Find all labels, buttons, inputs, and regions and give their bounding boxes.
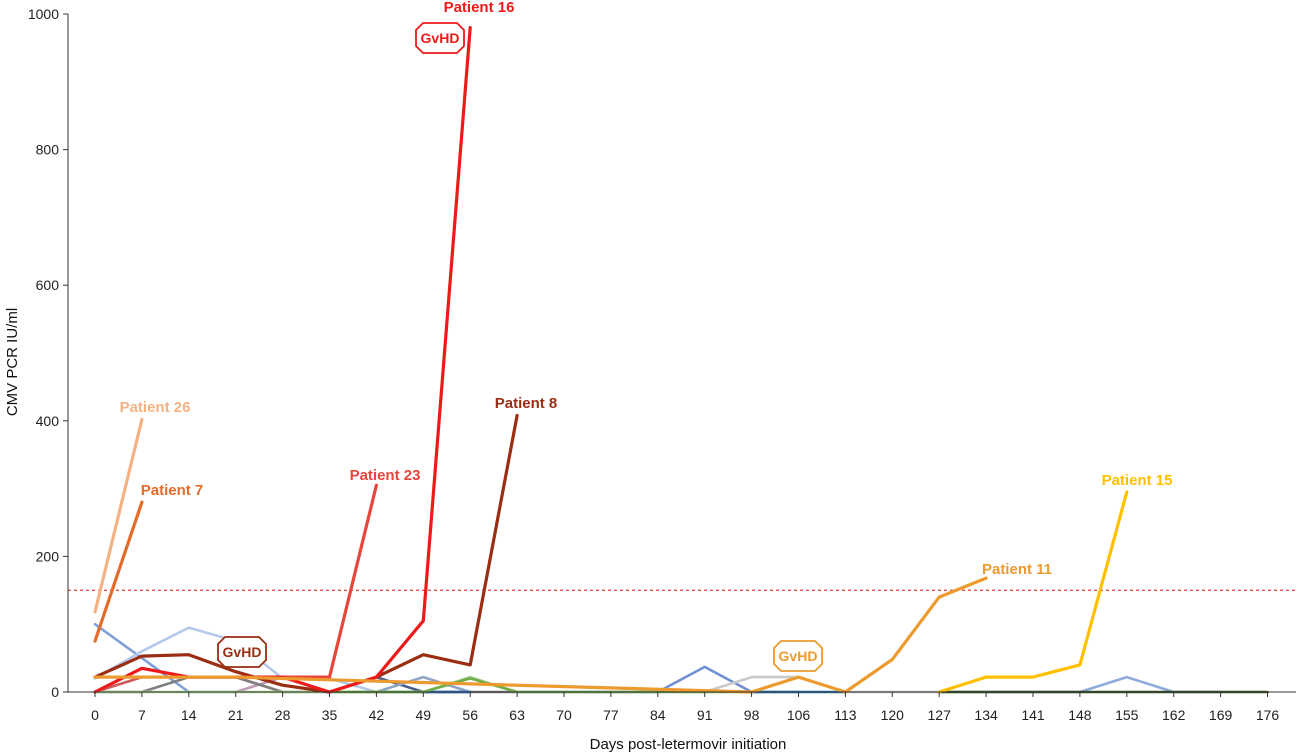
gvhd-badge-text: GvHD <box>779 648 818 664</box>
series-7-line <box>375 675 472 694</box>
patient-11-label: Patient 11 <box>982 561 1052 578</box>
patient-11-line <box>93 576 988 694</box>
y-tick-label: 0 <box>51 684 59 700</box>
series-layer <box>93 26 1269 694</box>
x-tick-label: 176 <box>1256 707 1280 723</box>
patient-8-line <box>93 413 519 694</box>
x-tick-label: 14 <box>181 707 197 723</box>
y-tick-label: 200 <box>36 548 60 564</box>
gvhd-badge-text: GvHD <box>421 30 460 46</box>
x-tick-label: 0 <box>91 707 99 723</box>
x-tick-label: 98 <box>744 707 760 723</box>
gvhd-badge <box>217 636 267 668</box>
patient-15-label: Patient 15 <box>1102 472 1173 489</box>
axes-layer <box>67 14 1296 693</box>
y-tick-label: 400 <box>36 413 60 429</box>
patient-16-line <box>93 26 472 694</box>
gvhd-badge-text: GvHD <box>223 644 262 660</box>
gvhd-badge <box>415 22 465 54</box>
x-tick-label: 91 <box>697 707 713 723</box>
patient-7-label: Patient 7 <box>141 482 204 499</box>
x-tick-label: 42 <box>369 707 385 723</box>
ticks-layer: 0 200 400 600 800 1000 0 7 14 21 28 35 42 49 56 63 70 77 8… <box>28 6 1280 723</box>
x-tick-label: 127 <box>928 707 952 723</box>
patient-16-label: Patient 16 <box>444 0 515 16</box>
y-tick-label: 800 <box>36 142 60 158</box>
x-tick-label: 134 <box>974 707 998 723</box>
x-tick-label: 120 <box>881 707 905 723</box>
series-13-line <box>984 675 1222 694</box>
patient-26-line <box>93 417 144 614</box>
x-tick-label: 70 <box>556 707 572 723</box>
x-tick-label: 21 <box>228 707 244 723</box>
gvhd-badge <box>773 640 823 672</box>
patient-23-label: Patient 23 <box>350 467 421 484</box>
x-tick-label: 113 <box>834 707 857 723</box>
y-tick-label: 600 <box>36 277 60 293</box>
patient-8-label: Patient 8 <box>495 395 558 412</box>
patient-7-line <box>93 500 144 643</box>
x-tick-label: 7 <box>138 707 146 723</box>
y-axis-title: CMV PCR IU/ml <box>4 308 21 416</box>
x-tick-label: 28 <box>275 707 291 723</box>
y-tick-label: 1000 <box>28 6 59 22</box>
x-tick-label: 106 <box>787 707 811 723</box>
x-tick-label: 84 <box>650 707 666 723</box>
patient-26-label: Patient 26 <box>120 399 191 416</box>
x-tick-label: 148 <box>1068 707 1092 723</box>
x-tick-label: 49 <box>416 707 432 723</box>
x-axis-title: Days post-letermovir initiation <box>590 736 787 753</box>
x-tick-label: 155 <box>1115 707 1139 723</box>
x-tick-label: 35 <box>322 707 338 723</box>
callouts-layer: Patient 26 Patient 7 Patient 23 Patient 8 Pa… <box>120 0 1173 672</box>
x-tick-label: 169 <box>1209 707 1233 723</box>
x-tick-label: 77 <box>603 707 619 723</box>
x-tick-label: 141 <box>1021 707 1045 723</box>
patient-15-line <box>937 490 1129 694</box>
x-tick-label: 162 <box>1162 707 1186 723</box>
x-tick-label: 56 <box>462 707 478 723</box>
x-tick-label: 63 <box>509 707 525 723</box>
